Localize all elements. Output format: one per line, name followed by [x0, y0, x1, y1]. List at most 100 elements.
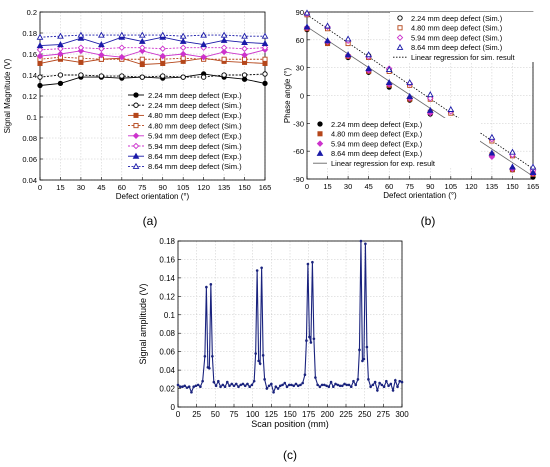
data-point [36, 42, 44, 49]
data-point [263, 378, 266, 381]
data-point [37, 82, 43, 89]
data-point [488, 149, 496, 156]
legend-marker [317, 121, 323, 127]
data-point [267, 384, 271, 388]
data-point [509, 148, 516, 155]
y-tick-label: 0.04 [22, 176, 37, 185]
data-point [183, 384, 187, 388]
data-point [373, 380, 377, 384]
data-point [225, 380, 229, 384]
data-point [320, 383, 324, 387]
data-point [294, 382, 298, 386]
data-point [178, 385, 182, 389]
data-point [200, 41, 208, 48]
x-tick-label: 250 [358, 410, 372, 419]
y-tick-label: 90 [296, 8, 304, 17]
data-point [139, 56, 145, 62]
data-point [221, 383, 225, 387]
legend-marker [316, 149, 324, 156]
legend-box [390, 12, 550, 62]
legend-marker [317, 131, 323, 137]
data-point [262, 60, 268, 66]
y-tick-label: 0.18 [159, 237, 175, 246]
data-point [260, 266, 263, 270]
data-point [354, 383, 358, 387]
data-point [241, 51, 248, 59]
data-point [371, 383, 375, 387]
y-tick-label: 0.2 [27, 8, 37, 17]
data-point [362, 357, 366, 361]
legend-label: Linear regression for sim. result [411, 53, 515, 62]
y-tick-label: -90 [293, 175, 304, 184]
data-point [265, 387, 269, 390]
data-point [98, 73, 105, 79]
legend-label: 5.94 mm deep defect (Sim.) [148, 142, 242, 151]
data-point [237, 385, 240, 389]
data-point [393, 378, 397, 382]
data-point [220, 48, 228, 56]
data-point [232, 384, 236, 388]
y-axis-label: Signal amplitude (V) [138, 283, 148, 364]
data-point [180, 74, 186, 80]
data-point [261, 39, 269, 47]
legend-marker [132, 152, 140, 159]
y-tick-label: 0.1 [164, 311, 176, 320]
x-tick-label: 45 [97, 183, 105, 192]
data-point [258, 362, 262, 365]
x-tick-label: 15 [56, 183, 64, 192]
data-point [209, 283, 213, 286]
y-axis-label: Signal Magnitude (V) [3, 58, 12, 133]
data-point [78, 72, 84, 78]
data-point [427, 95, 434, 102]
data-point [211, 354, 214, 358]
plot-frame [39, 11, 266, 181]
data-point [98, 51, 105, 59]
data-point [327, 385, 331, 389]
data-point [285, 385, 289, 389]
x-tick-label: 150 [506, 182, 519, 191]
data-point [529, 168, 537, 176]
data-point [324, 22, 331, 29]
legend-label: 2.24 mm deep defect (Exp.) [331, 120, 422, 129]
data-point [308, 335, 311, 339]
x-tick-label: 30 [77, 183, 85, 192]
data-point [287, 383, 291, 387]
x-tick-label: 50 [211, 410, 220, 419]
data-point [364, 242, 367, 246]
data-point [221, 72, 227, 78]
data-point [398, 379, 402, 383]
legend-marker [316, 140, 324, 147]
y-tick-label: 0 [171, 403, 176, 412]
data-point [196, 383, 200, 387]
data-point [278, 384, 282, 388]
data-point [36, 33, 44, 40]
data-point [306, 262, 310, 266]
data-point [212, 380, 216, 384]
data-point [323, 383, 326, 387]
data-point [426, 91, 434, 98]
data-point [488, 153, 496, 160]
data-point [305, 339, 308, 342]
data-point [359, 239, 363, 243]
data-point [176, 383, 180, 387]
data-point [361, 359, 364, 363]
data-point [57, 80, 64, 87]
y-tick-label: 60 [296, 36, 304, 45]
x-tick-label: 0 [38, 183, 42, 192]
data-point [205, 285, 208, 289]
legend-label: 2.24 mm deep defect (Exp.) [148, 91, 242, 100]
data-point [290, 383, 293, 387]
data-point [281, 383, 284, 387]
y-tick-label: -30 [293, 119, 304, 128]
data-point [334, 382, 337, 386]
data-point [340, 384, 344, 388]
data-point [261, 44, 269, 51]
x-tick-label: 150 [283, 410, 297, 419]
data-point [338, 384, 342, 388]
data-point [77, 44, 85, 51]
x-tick-label: 0 [305, 182, 309, 191]
data-point [223, 385, 227, 389]
y-tick-label: 0 [300, 92, 304, 101]
data-point [301, 381, 304, 385]
y-tick-label: 30 [296, 64, 304, 73]
